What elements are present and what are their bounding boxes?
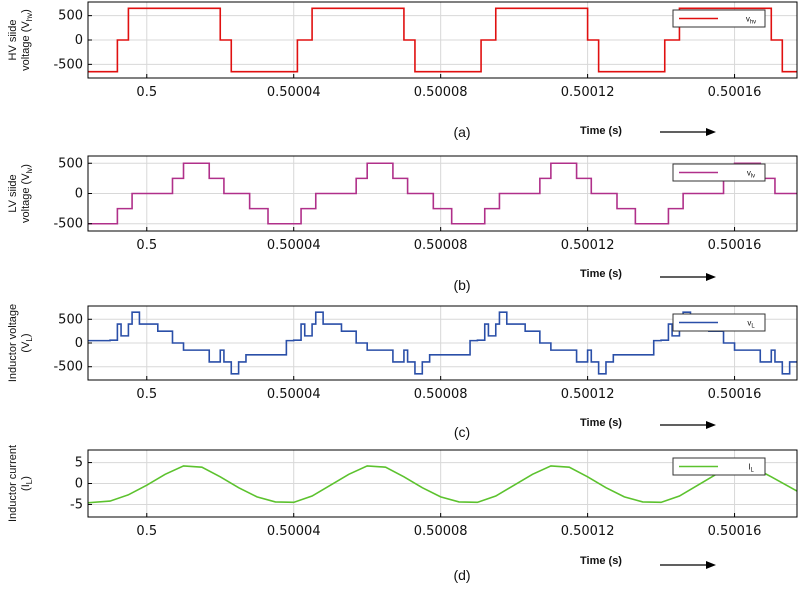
y-axis-label-subscript: L [25, 479, 34, 484]
legend-name: v [746, 15, 750, 24]
panel-caption: (a) [453, 124, 470, 140]
legend: vhv [672, 9, 766, 28]
x-axis-label: Time (s) [580, 125, 622, 137]
legend-box [672, 163, 766, 182]
y-tick-label: 0 [75, 336, 83, 351]
x-tick-label: 0.5 [136, 238, 157, 253]
legend-subscript: lv [751, 174, 755, 180]
y-tick-label: 500 [58, 312, 83, 327]
y-axis-label-line2: voltage (V [20, 173, 32, 223]
x-tick-label: 0.50008 [414, 238, 468, 253]
y-axis-label-subscript: hv [25, 13, 34, 21]
panel-caption: (c) [454, 424, 470, 440]
x-axis-label: Time (s) [580, 268, 622, 280]
x-axis-label: Time (s) [580, 417, 622, 429]
y-axis-label-line1: Inductor current [7, 445, 19, 522]
x-tick-label: 0.50008 [414, 387, 468, 402]
y-axis-label-close: ) [20, 9, 32, 13]
x-tick-label: 0.50016 [708, 85, 762, 100]
time-arrow-head [706, 421, 716, 429]
legend-name: I [748, 463, 750, 472]
x-tick-label: 0.50004 [267, 387, 321, 402]
y-axis-label: Inductor current(IL) [7, 445, 34, 522]
y-axis-label: LV siidevoltage (Vlv) [7, 164, 34, 223]
x-tick-label: 0.50016 [708, 387, 762, 402]
time-arrow-head [706, 561, 716, 569]
y-tick-label: -500 [53, 57, 83, 72]
legend: IL [672, 457, 766, 476]
y-axis-label-subscript: lv [25, 168, 34, 174]
y-tick-label: 500 [58, 9, 83, 24]
x-tick-label: 0.50012 [561, 387, 615, 402]
y-axis-label-line2: voltage (V [20, 21, 32, 71]
y-axis-label-close: ) [20, 333, 32, 337]
panel-caption: (b) [453, 277, 470, 293]
x-tick-label: 0.5 [136, 387, 157, 402]
x-tick-label: 0.50012 [561, 238, 615, 253]
y-axis-label-line1: HV siide [7, 20, 19, 61]
legend-box [672, 457, 766, 476]
y-axis-label-close: ) [20, 164, 32, 168]
panel-caption: (d) [453, 567, 470, 583]
legend-subscript: hv [750, 20, 756, 26]
y-axis-label-line2: (I [20, 484, 32, 491]
chart-panel-2: 500 0 -500 0.5 0.50004 0.50008 0.50012 0.50016 L… [7, 155, 798, 293]
y-axis-label-close: ) [20, 476, 32, 480]
legend-box [672, 313, 766, 332]
legend-label: vlv [747, 169, 755, 180]
chart-panel-1: 500 0 -500 0.5 0.50004 0.50008 0.50012 0.50016 H… [7, 1, 798, 140]
x-tick-label: 0.50016 [708, 238, 762, 253]
y-axis-label-line1: LV siide [7, 174, 19, 212]
y-axis-label: HV siidevoltage (Vhv) [7, 9, 34, 71]
x-tick-label: 0.50004 [267, 85, 321, 100]
x-tick-label: 0.50004 [267, 238, 321, 253]
y-tick-label: -500 [53, 217, 83, 232]
x-tick-label: 0.50008 [414, 85, 468, 100]
legend-box [672, 9, 766, 28]
legend-subscript: L [751, 324, 755, 330]
chart-panel-4: 5 0 -5 0.5 0.50004 0.50008 0.50012 0.50016 Induc… [7, 445, 798, 583]
legend-label: vL [747, 319, 755, 330]
time-arrow-head [706, 273, 716, 281]
x-tick-label: 0.5 [136, 524, 157, 539]
legend-label: IL [748, 463, 754, 474]
x-axis-label: Time (s) [580, 555, 622, 567]
series-line-vlv [88, 162, 797, 225]
x-tick-label: 0.50012 [561, 524, 615, 539]
y-axis-label-line1: Inductor voltage [7, 304, 19, 382]
legend-subscript: L [750, 468, 754, 474]
y-tick-label: 0 [75, 187, 83, 202]
legend: vL [672, 313, 766, 332]
y-tick-label: -5 [70, 497, 83, 512]
time-arrow-head [706, 128, 716, 136]
y-tick-label: 0 [75, 477, 83, 492]
x-tick-label: 0.50016 [708, 524, 762, 539]
x-tick-label: 0.50004 [267, 524, 321, 539]
legend-label: vhv [746, 15, 756, 26]
y-axis-label-line2: (V [20, 341, 32, 353]
legend-name: v [747, 319, 751, 328]
x-tick-label: 0.50008 [414, 524, 468, 539]
y-axis-label: Inductor voltage(VL) [7, 304, 34, 382]
y-tick-label: 500 [58, 156, 83, 171]
y-tick-label: 5 [75, 456, 83, 471]
chart-panel-3: 500 0 -500 0.5 0.50004 0.50008 0.50012 0.50016 I… [7, 304, 798, 440]
legend-name: v [747, 169, 751, 178]
x-tick-label: 0.5 [136, 85, 157, 100]
x-tick-label: 0.50012 [561, 85, 615, 100]
y-tick-label: 0 [75, 33, 83, 48]
legend: vlv [672, 163, 766, 182]
y-axis-label-subscript: L [25, 337, 34, 342]
series-line-IL [87, 465, 798, 504]
y-tick-label: -500 [53, 360, 83, 375]
